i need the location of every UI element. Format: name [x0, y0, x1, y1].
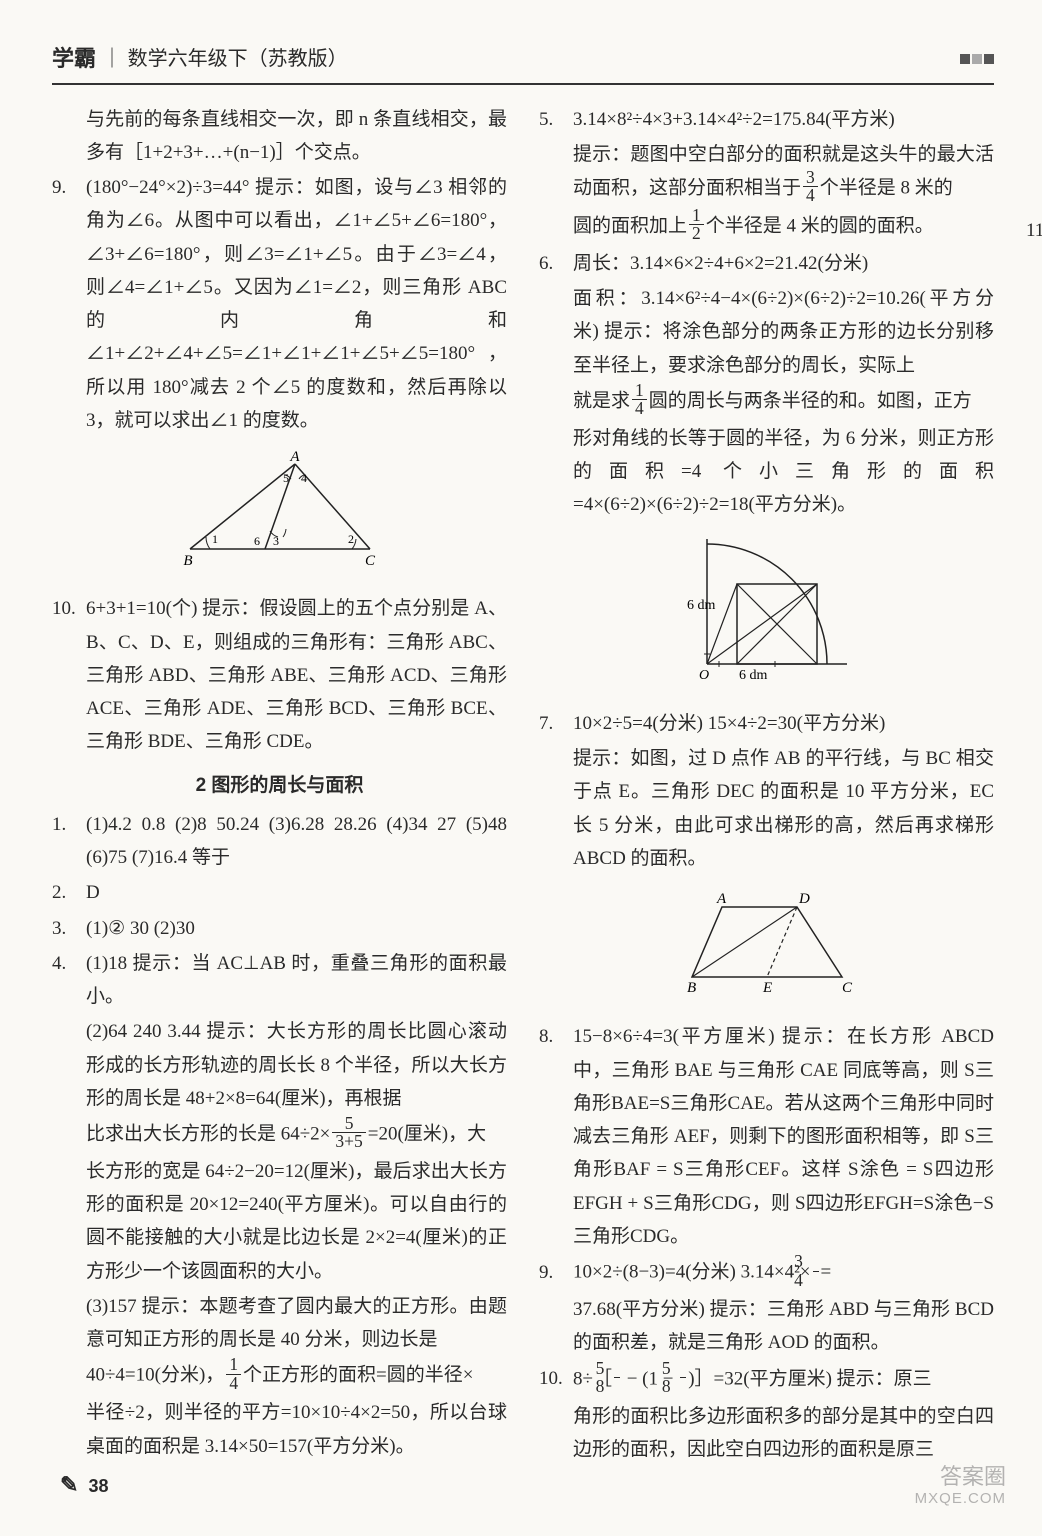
section2-title: 2 图形的周长与面积 — [52, 769, 507, 802]
svg-text:6 dm: 6 dm — [687, 598, 716, 613]
figure-trapezoid: A D B E C — [539, 887, 994, 1008]
q9-num: 9. — [52, 171, 86, 204]
svg-text:B: B — [687, 980, 696, 996]
content-columns: 与先前的每条直线相交一次，即 n 条直线相交，最多有［1+2+3+…+(n−1)… — [52, 103, 994, 1483]
svg-text:A: A — [716, 891, 727, 907]
page-number: ✎38 — [60, 1466, 108, 1505]
s2q7-l2: 提示：如图，过 D 点作 AB 的平行线，与 BC 相交于点 E。三角形 DEC… — [539, 742, 994, 875]
figure-triangle: A B C 1 2 3 4 5 6 — [52, 449, 507, 580]
s2q2: 2.D — [52, 876, 507, 909]
svg-text:1: 1 — [212, 532, 218, 546]
s2q1: 1.(1)4.2 0.8 (2)8 50.24 (3)6.28 28.26 (4… — [52, 808, 507, 875]
s2q10-l4: 三角形面积的58−38=14，再用 8÷14求出原三角形 — [1026, 140, 1042, 176]
s2q8: 8.15−8×6÷4=3(平方厘米) 提示：在长方形 ABCD 中，三角形 BA… — [539, 1020, 994, 1253]
s2q4-p2a: (2)64 240 3.44 提示：大长方形的周长比圆心滚动形成的长方形轨迹的周… — [52, 1015, 507, 1115]
svg-text:6 dm: 6 dm — [739, 668, 768, 683]
s2q6-l2: 面积：3.14×6²÷4−4×(6÷2)×(6÷2)÷2=10.26(平方分米)… — [539, 282, 994, 382]
svg-text:4: 4 — [301, 471, 307, 485]
watermark: 答案圈 MXQE.COM — [915, 1464, 1006, 1508]
s2q10-l2: 角形的面积比多边形面积多的部分是其中的空白四边形的面积，因此空白四边形的面积是原… — [539, 1400, 994, 1467]
frac-5-8-b: 58 — [680, 1360, 686, 1396]
q9: 9.(180°−24°×2)÷3=44° 提示：如图，设与∠3 相邻的角为∠6。… — [52, 171, 507, 437]
svg-text:5: 5 — [283, 471, 289, 485]
svg-text:2: 2 — [348, 532, 354, 546]
s2q6-l4: 形对角线的长等于圆的半径，为 6 分米，则正方形的面积=4 个小三角形的面积=4… — [539, 422, 994, 522]
arc-svg: 6 dm 6 dm O — [677, 534, 857, 684]
s2q9-l1: 9.10×2÷(8−3)=4(分米) 3.14×4²×34= — [539, 1255, 994, 1291]
s2q10-l1: 10.8÷［58 − (1 − 58)］=32(平方厘米) 提示：原三 — [539, 1362, 994, 1398]
s2q9-l2: 37.68(平方分米) 提示：三角形 ABD 与三角形 BCD 的面积差，就是三… — [539, 1293, 994, 1360]
triangle-svg: A B C 1 2 3 4 5 6 — [170, 449, 390, 569]
s2q10-l3: 角形面积的 1−58=38，所以涂色部分的面积是原 — [1026, 103, 1042, 139]
trap-svg: A D B E C — [667, 887, 867, 997]
s2q4-p3c: 半径÷2，则半径的平方=10×10÷4×2=50，所以台球桌面的面积是 3.14… — [52, 1396, 507, 1463]
svg-text:6: 6 — [254, 534, 260, 548]
q9-body: (180°−24°×2)÷3=44° 提示：如图，设与∠3 相邻的角为∠6。从图… — [86, 177, 507, 431]
s2q6-l3: 就是求14圆的周长与两条半径的和。如图，正方 — [539, 384, 994, 420]
frac-3-4-b: 34 — [813, 1253, 819, 1289]
s2q11: 11.28.5 提示：如图①，在大圆内画一个最大的正方形，把正方形内的涂色部分平… — [1026, 214, 1042, 281]
svg-text:B: B — [183, 553, 192, 569]
page-arrow-icon: ✎ — [60, 1472, 78, 1497]
frac-1-4-a: 14 — [226, 1356, 241, 1392]
s2q5-l3: 圆的面积加上12个半径是 4 米的圆的面积。 — [539, 209, 994, 245]
s2q4-p1: 4.(1)18 提示：当 AC⊥AB 时，重叠三角形的面积最小。 — [52, 947, 507, 1014]
s2q3: 3.(1)② 30 (2)30 — [52, 912, 507, 945]
s2q4-p2b: 比求出大长方形的长是 64÷2×53+5=20(厘米)，大 — [52, 1117, 507, 1153]
svg-text:C: C — [364, 553, 375, 569]
frac-1-4-b: 14 — [632, 382, 647, 418]
svg-text:3: 3 — [273, 534, 279, 548]
s2q5-l2: 提示：题图中空白部分的面积就是这头牛的最大活动面积，这部分面积相当于34个半径是… — [539, 138, 994, 207]
s2q6-l1: 6.周长：3.14×6×2÷4+6×2=21.42(分米) — [539, 247, 994, 280]
frac-5-over-3p5: 53+5 — [332, 1115, 365, 1151]
q10-num: 10. — [52, 592, 86, 625]
header-subtitle: ｜ 数学六年级下（苏教版） — [102, 42, 348, 77]
svg-text:C: C — [842, 980, 853, 996]
frac-5-8-a: 58 — [614, 1360, 620, 1396]
s2q10-l5: 的面积。 — [1026, 178, 1042, 211]
header-marks — [960, 54, 994, 64]
frac-1-2-a: 12 — [689, 207, 704, 243]
s2q7-l1: 7.10×2÷5=4(分米) 15×4÷2=30(平方分米) — [539, 707, 994, 740]
s2q4-p3b: 40÷4=10(分米)，14个正方形的面积=圆的半径× — [52, 1358, 507, 1394]
q10: 10.6+3+1=10(个) 提示：假设圆上的五个点分别是 A、B、C、D、E，… — [52, 592, 507, 758]
s2q5-l1: 5.3.14×8²÷4×3+3.14×4²÷2=175.84(平方米) — [539, 103, 994, 136]
s2q4-p2c: 长方形的宽是 64÷2−20=12(厘米)，最后求出大长方形的面积是 20×12… — [52, 1155, 507, 1288]
svg-text:E: E — [762, 980, 772, 996]
page-header: 学霸 ｜ 数学六年级下（苏教版） — [52, 40, 994, 85]
frac-3-4-a: 34 — [803, 169, 818, 205]
figure-arc-square: 6 dm 6 dm O — [539, 534, 994, 695]
svg-text:D: D — [798, 891, 810, 907]
svg-text:A: A — [289, 449, 300, 465]
q8-cont: 与先前的每条直线相交一次，即 n 条直线相交，最多有［1+2+3+…+(n−1)… — [52, 103, 507, 170]
q10-body: 6+3+1=10(个) 提示：假设圆上的五个点分别是 A、B、C、D、E，则组成… — [86, 598, 507, 752]
svg-text:O: O — [699, 668, 709, 683]
logo-text: 学霸 — [52, 40, 96, 79]
s2q4-p3a: (3)157 提示：本题考查了圆内最大的正方形。由题意可知正方形的周长是 40 … — [52, 1290, 507, 1357]
